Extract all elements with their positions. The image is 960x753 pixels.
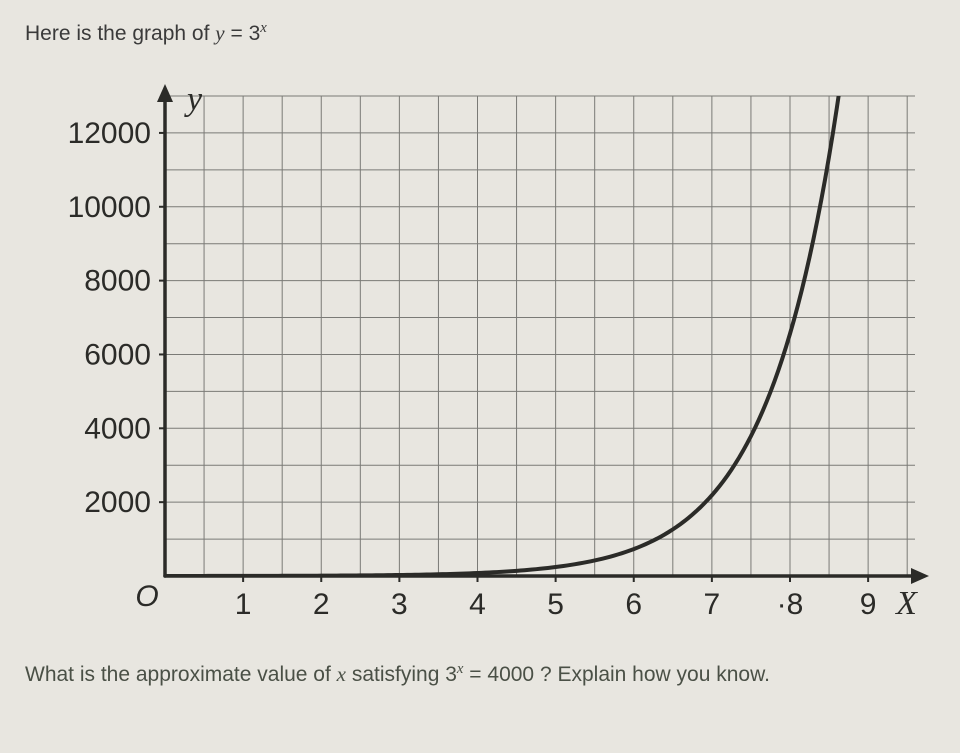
q-var: x — [337, 662, 346, 686]
eq-base: 3 — [249, 22, 261, 45]
svg-text:2000: 2000 — [84, 486, 151, 519]
q-mid: satisfying — [352, 663, 445, 686]
q-prefix: What is the approximate value of — [25, 663, 337, 686]
q-exp: x — [457, 661, 464, 677]
question-text: What is the approximate value of x satis… — [25, 661, 935, 687]
chart-container: 2000 4000 6000 8000 10000 12000 1 2 3 4 5 6 7 ·8 9 Oy X — [35, 76, 935, 636]
q-eq: = — [469, 663, 487, 686]
svg-text:5: 5 — [547, 588, 564, 621]
svg-text:10000: 10000 — [68, 191, 151, 224]
prompt-text: Here is the graph of y = 3x — [25, 20, 935, 46]
svg-text:·8: ·8 — [777, 588, 804, 621]
q-base: 3 — [445, 663, 457, 686]
svg-text:X: X — [894, 585, 918, 622]
svg-text:4: 4 — [469, 588, 486, 621]
svg-text:7: 7 — [704, 588, 721, 621]
eq-eq: = — [230, 22, 248, 45]
svg-text:4000: 4000 — [84, 412, 151, 445]
svg-text:y: y — [184, 81, 203, 118]
exponential-chart: 2000 4000 6000 8000 10000 12000 1 2 3 4 5 6 7 ·8 9 Oy X — [35, 76, 935, 636]
svg-text:8000: 8000 — [84, 265, 151, 298]
q-rhs: 4000 — [487, 663, 534, 686]
svg-text:2: 2 — [313, 588, 330, 621]
svg-text:6: 6 — [625, 588, 642, 621]
svg-text:6000: 6000 — [84, 338, 151, 371]
q-suffix: ? Explain how you know. — [540, 663, 770, 686]
svg-text:9: 9 — [860, 588, 877, 621]
eq-exp: x — [260, 20, 267, 36]
svg-text:12000: 12000 — [68, 117, 151, 150]
svg-text:O: O — [135, 580, 158, 613]
svg-text:3: 3 — [391, 588, 408, 621]
prompt-prefix: Here is the graph of — [25, 22, 215, 45]
eq-lhs: y — [215, 21, 224, 45]
svg-text:1: 1 — [235, 588, 252, 621]
